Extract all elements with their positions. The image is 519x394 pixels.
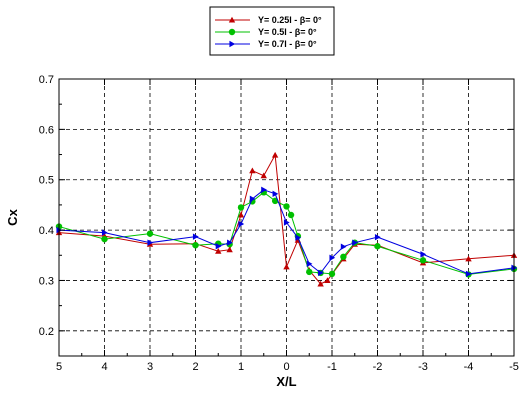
data-point bbox=[227, 239, 233, 246]
x-tick-label: -4 bbox=[464, 361, 474, 373]
legend-label: Y= 0.7l - β= 0° bbox=[258, 39, 317, 49]
legend-entry: Y= 0.25l - β= 0° bbox=[215, 15, 322, 25]
data-point bbox=[374, 233, 381, 241]
legend-label: Y= 0.25l - β= 0° bbox=[258, 15, 322, 25]
x-tick-label: 3 bbox=[147, 361, 153, 373]
x-tick-label: 5 bbox=[56, 361, 62, 373]
data-point bbox=[237, 211, 245, 218]
x-tick-label: -2 bbox=[373, 361, 383, 373]
data-point bbox=[271, 197, 279, 205]
data-point bbox=[419, 257, 427, 264]
data-point bbox=[215, 248, 222, 254]
data-point bbox=[295, 234, 302, 241]
plot-frame bbox=[58, 78, 515, 357]
data-point bbox=[238, 220, 245, 228]
data-point bbox=[328, 270, 336, 278]
data-point bbox=[249, 167, 256, 174]
ticks bbox=[58, 78, 515, 357]
data-point bbox=[272, 190, 279, 198]
data-point bbox=[329, 254, 336, 261]
legend-marker bbox=[228, 16, 236, 23]
x-tick-label: 4 bbox=[101, 361, 107, 373]
legend-marker bbox=[228, 28, 236, 36]
x-tick-label: 1 bbox=[238, 361, 244, 373]
data-point bbox=[271, 151, 279, 158]
data-point bbox=[147, 239, 154, 246]
legend: Y= 0.25l - β= 0° Y= 0.5l - β= 0° Y= 0.7l -… bbox=[209, 6, 335, 56]
x-tick-label: 0 bbox=[283, 361, 289, 373]
data-point bbox=[249, 195, 256, 203]
data-point bbox=[352, 239, 358, 246]
series-line bbox=[58, 191, 515, 275]
tick-labels: 5 4 3 2 1 0 -1 -2 -3 -4 -5 0.2 0.3 0.4 0.5 0.6 0.7 bbox=[39, 74, 519, 373]
x-axis-title: X/L bbox=[276, 374, 296, 389]
data-point bbox=[306, 268, 313, 276]
data-point bbox=[465, 255, 472, 262]
data-point bbox=[317, 280, 324, 287]
data-point bbox=[340, 253, 347, 260]
data-point bbox=[192, 242, 199, 249]
y-tick-label: 0.6 bbox=[39, 124, 54, 136]
data-point bbox=[192, 233, 199, 240]
data-point bbox=[340, 243, 347, 250]
legend-label: Y= 0.5l - β= 0° bbox=[258, 27, 317, 37]
data-point bbox=[226, 246, 233, 253]
data-point bbox=[101, 235, 108, 243]
data-point bbox=[260, 172, 267, 179]
data-point bbox=[374, 243, 381, 250]
legend-entry: Y= 0.5l - β= 0° bbox=[215, 27, 317, 37]
data-point bbox=[420, 251, 427, 258]
data-point bbox=[261, 186, 267, 193]
data-point bbox=[237, 204, 245, 211]
data-point bbox=[324, 277, 331, 284]
x-tick-label: -1 bbox=[327, 361, 337, 373]
data-point bbox=[283, 263, 290, 270]
x-tick-label: -3 bbox=[418, 361, 428, 373]
data-point bbox=[215, 243, 222, 250]
series-layer bbox=[55, 151, 518, 287]
x-tick-label: -5 bbox=[509, 361, 519, 373]
y-tick-label: 0.4 bbox=[39, 225, 54, 237]
data-point bbox=[465, 270, 472, 278]
data-point bbox=[101, 229, 108, 236]
y-tick-label: 0.5 bbox=[39, 175, 54, 187]
data-point bbox=[146, 230, 154, 237]
y-tick-label: 0.7 bbox=[39, 74, 54, 86]
data-point bbox=[283, 203, 290, 210]
data-point bbox=[283, 219, 290, 226]
x-tick-label: 2 bbox=[192, 361, 198, 373]
y-tick-label: 0.3 bbox=[39, 275, 54, 287]
data-point bbox=[318, 269, 324, 277]
data-point bbox=[306, 260, 313, 268]
y-axis-title: Cx bbox=[5, 208, 20, 225]
grid bbox=[58, 78, 515, 356]
legend-marker bbox=[229, 40, 236, 48]
data-point bbox=[287, 211, 295, 219]
y-tick-label: 0.2 bbox=[39, 326, 54, 338]
legend-entry: Y= 0.7l - β= 0° bbox=[215, 39, 317, 49]
